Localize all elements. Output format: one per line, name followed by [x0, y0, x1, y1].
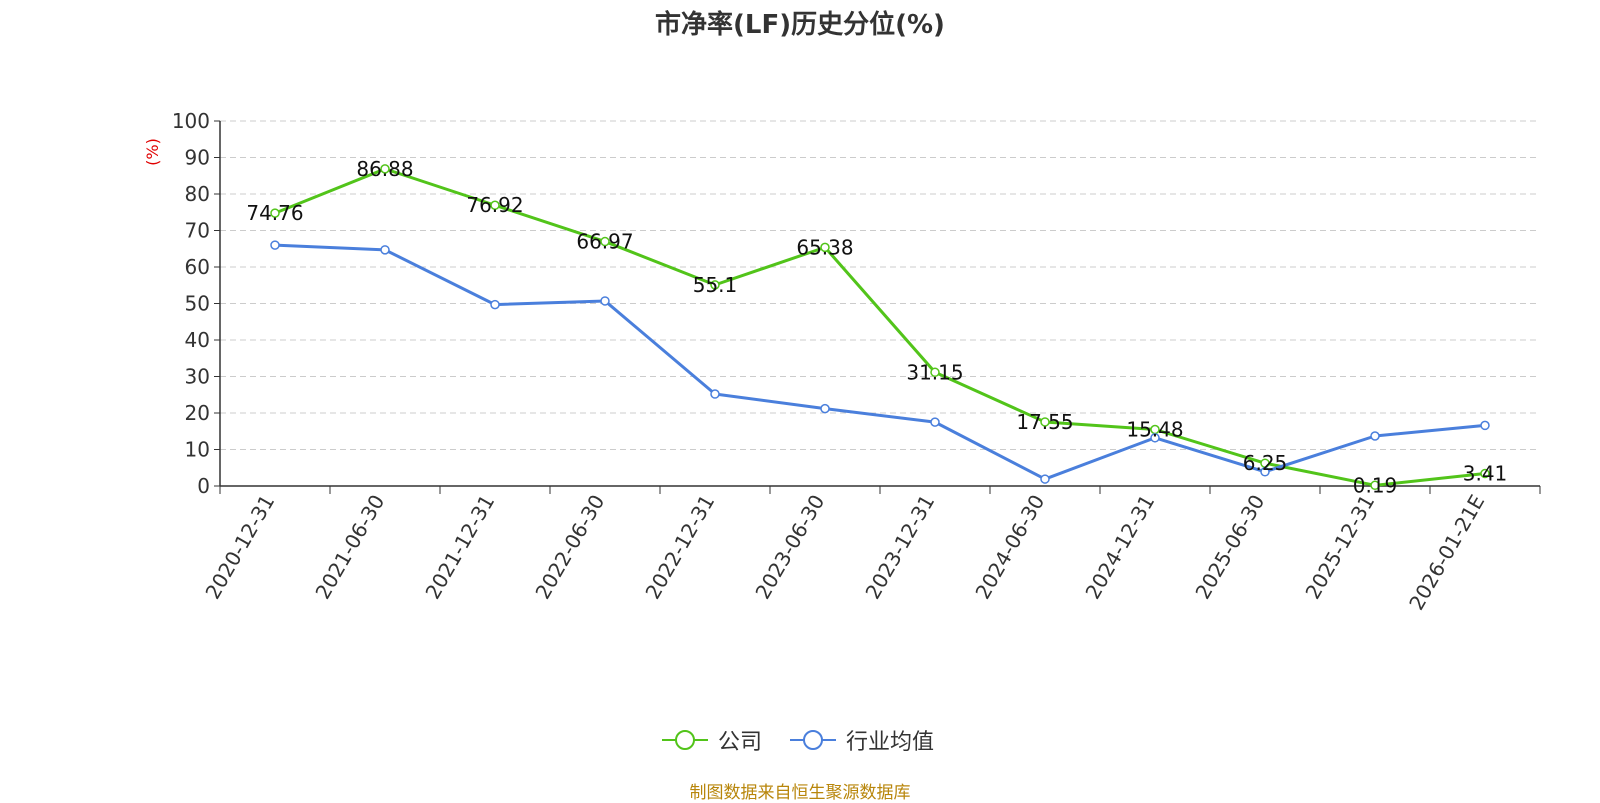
- data-label: 86.88: [356, 157, 413, 181]
- data-point: [1040, 417, 1050, 427]
- data-label: 76.92: [466, 193, 523, 217]
- source-note: 制图数据来自恒生聚源数据库: [689, 783, 911, 803]
- x-tick-label: 2024-12-31: [1080, 491, 1159, 604]
- data-label: 74.76: [246, 201, 303, 225]
- x-tick-label: 2023-06-30: [750, 491, 829, 604]
- data-label: 31.15: [906, 360, 963, 384]
- data-point: [490, 299, 500, 310]
- data-label: 17.55: [1016, 410, 1073, 434]
- y-tick-label: 30: [185, 365, 210, 389]
- y-tick-label: 20: [185, 401, 210, 425]
- legend-label: 公司: [718, 730, 763, 755]
- data-label: 3.41: [1463, 462, 1508, 486]
- x-tick-label: 2024-06-30: [970, 491, 1049, 604]
- data-point: [1480, 468, 1490, 479]
- data-point: [490, 200, 500, 210]
- x-tick-label: 2023-12-31: [860, 491, 939, 604]
- series-line-industry: [274, 243, 1486, 481]
- data-point: [820, 403, 830, 414]
- data-label: 66.97: [576, 230, 633, 254]
- data-label: 6.25: [1243, 451, 1288, 475]
- y-tick-label: 40: [185, 328, 210, 352]
- y-tick-label: 10: [185, 438, 210, 462]
- series-lines: [270, 164, 1490, 491]
- legend-line-marker-icon: [662, 730, 708, 750]
- x-tick-label: 2020-12-31: [200, 491, 279, 604]
- data-point: [270, 240, 280, 250]
- data-label: 15.48: [1126, 417, 1183, 441]
- data-point: [1260, 467, 1270, 477]
- data-point: [1370, 431, 1380, 441]
- legend-line-marker-icon: [790, 730, 836, 750]
- data-point: [600, 296, 610, 306]
- x-tick-label: 2025-12-31: [1300, 491, 1379, 604]
- data-point: [710, 389, 720, 399]
- legend-item-industry[interactable]: 行业均值: [788, 722, 934, 758]
- legend-label: 行业均值: [846, 730, 935, 755]
- chart-title: 市净率(LF)历史分位(%): [655, 10, 945, 40]
- x-tick-label: 2026-01-21E: [1404, 491, 1489, 615]
- y-tick-label: 100: [172, 109, 210, 133]
- legend: 公司 行业均值: [0, 722, 1600, 758]
- data-point: [930, 367, 940, 378]
- x-tick-label: 2021-12-31: [420, 491, 499, 604]
- data-label: 55.1: [693, 273, 738, 297]
- x-tick-label: 2021-06-30: [310, 491, 389, 604]
- data-point: [1370, 480, 1380, 491]
- data-labels: 74.76 86.88 76.92 66.97 55.1 65.38 31.15 17.55 1…: [246, 157, 1507, 497]
- data-point: [600, 236, 610, 247]
- data-label: 65.38: [796, 235, 853, 259]
- y-tick-label: 0: [197, 474, 210, 498]
- y-tick-label: 60: [185, 255, 210, 279]
- data-point: [710, 280, 720, 290]
- x-tick-label: 2022-12-31: [640, 491, 719, 604]
- data-point: [380, 245, 390, 255]
- data-point: [380, 164, 390, 174]
- y-tick-label: 50: [185, 292, 210, 316]
- y-tick-label: 80: [185, 182, 210, 206]
- data-point: [1480, 420, 1490, 431]
- grid-lines: [220, 120, 1540, 450]
- x-tick-label: 2025-06-30: [1190, 491, 1269, 604]
- data-point: [820, 242, 830, 253]
- x-tick-label: 2022-06-30: [530, 491, 609, 604]
- data-point: [1040, 474, 1050, 484]
- data-point: [930, 417, 940, 427]
- y-axis-title: (%): [143, 138, 162, 166]
- y-tick-label: 70: [185, 219, 210, 243]
- data-point: [270, 208, 280, 218]
- data-label: 0.19: [1353, 473, 1398, 497]
- series-line-company: [274, 167, 1486, 487]
- axes: 0 10 20 30 40 50 60 70 80 90 100 2020-12-31 2021-06-…: [172, 109, 1541, 615]
- legend-item-company[interactable]: 公司: [660, 722, 762, 758]
- y-tick-label: 90: [185, 146, 210, 170]
- data-point: [1150, 433, 1160, 443]
